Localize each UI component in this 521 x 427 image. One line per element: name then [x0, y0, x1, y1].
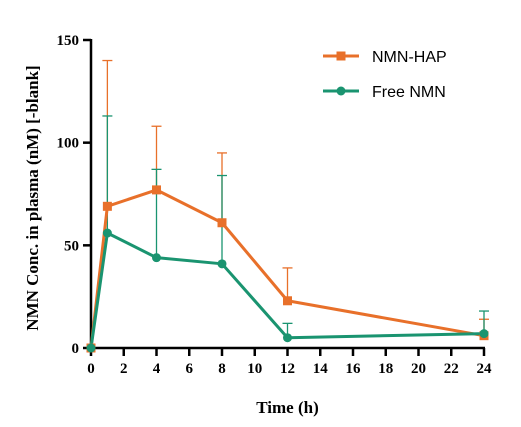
x-tick-label-16: 16	[346, 361, 362, 377]
y-tick-label-100: 100	[57, 136, 80, 152]
y-tick-label-0: 0	[72, 341, 80, 357]
x-tick-label-2: 2	[120, 361, 128, 377]
legend-item-free-nmn: Free NMN	[323, 84, 446, 101]
x-tick-label-22: 22	[444, 361, 459, 377]
x-tick-label-24: 24	[477, 361, 493, 377]
y-tick-label-150: 150	[57, 33, 80, 49]
y-tick-label-50: 50	[64, 238, 79, 254]
free-nmn-point-0	[86, 343, 96, 353]
free-nmn-line	[89, 231, 485, 349]
x-tick-label-18: 18	[378, 361, 393, 377]
free-nmn-point-12	[283, 333, 292, 343]
free-nmn-point-8	[217, 259, 227, 269]
nmn-hap-point-12	[283, 296, 292, 306]
free-nmn-point-24	[479, 329, 489, 339]
x-tick-label-0: 0	[87, 361, 95, 377]
y-axis-title: NMN Conc. in plasma (nM) [-blank]	[23, 65, 42, 330]
legend-label: Free NMN	[372, 84, 446, 101]
nmn-hap-point-4	[152, 185, 161, 195]
x-tick-label-14: 14	[313, 361, 329, 377]
free-nmn-point-1	[102, 228, 112, 238]
legend: NMN-HAP Free NMN	[323, 49, 447, 101]
legend-label: NMN-HAP	[372, 49, 447, 66]
x-tick-label-8: 8	[218, 361, 226, 377]
x-tick-label-12: 12	[280, 361, 295, 377]
legend-swatch-marker	[336, 86, 346, 96]
error-bars	[102, 59, 489, 338]
x-axis-title: Time (h)	[256, 398, 319, 417]
x-tick-label-4: 4	[153, 361, 161, 377]
free-nmn-error-bar-4	[151, 168, 162, 258]
free-nmn-point-4	[152, 253, 161, 263]
x-tick-label-6: 6	[186, 361, 194, 377]
nmn-hap-point-8	[217, 218, 227, 228]
nmn-hap-error-bar-12	[282, 267, 293, 301]
legend-item-nmn-hap: NMN-HAP	[323, 49, 447, 66]
x-tick-label-10: 10	[247, 361, 262, 377]
nmn-hap-point-1	[102, 201, 112, 211]
legend-swatch-marker	[336, 51, 346, 61]
x-tick-label-20: 20	[411, 361, 426, 377]
series-markers	[86, 185, 489, 353]
